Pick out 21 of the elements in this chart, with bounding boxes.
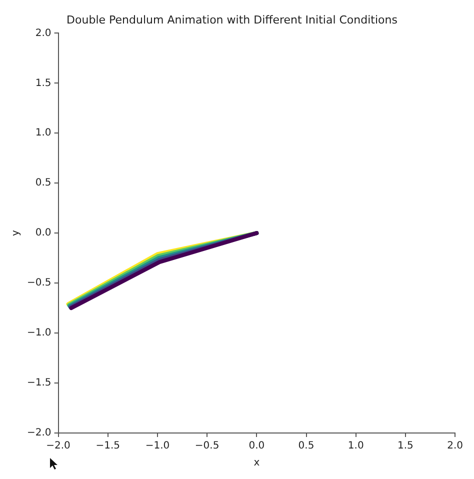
y-tick-label: −1.5 [26,378,52,389]
x-tick-label: 2.0 [447,440,463,452]
x-tick-label: 0.0 [248,440,265,452]
x-tick-label: −1.0 [145,440,170,452]
x-tick-label: 1.5 [398,440,414,452]
y-axis-title: y [10,230,22,236]
y-tick-label: −1.0 [26,328,52,339]
y-tick-label: 0.5 [35,178,52,189]
x-tick-label: −2.0 [46,440,70,452]
y-tick-label: 1.5 [35,78,52,89]
chart-title: Double Pendulum Animation with Different Initial Conditions [66,13,398,26]
x-axis-title: x [254,458,260,469]
y-tick-label: −0.5 [26,278,52,289]
x-tick-label: −1.5 [96,440,120,452]
y-tick-label: −2.0 [26,428,52,439]
x-tick-label: 1.0 [348,440,364,452]
y-tick-label: 0.0 [35,228,52,239]
x-tick-label: 0.5 [298,440,314,452]
x-tick-label: −0.5 [194,440,220,452]
y-tick-label: 2.0 [35,28,52,39]
y-tick-label: 1.0 [35,128,52,139]
